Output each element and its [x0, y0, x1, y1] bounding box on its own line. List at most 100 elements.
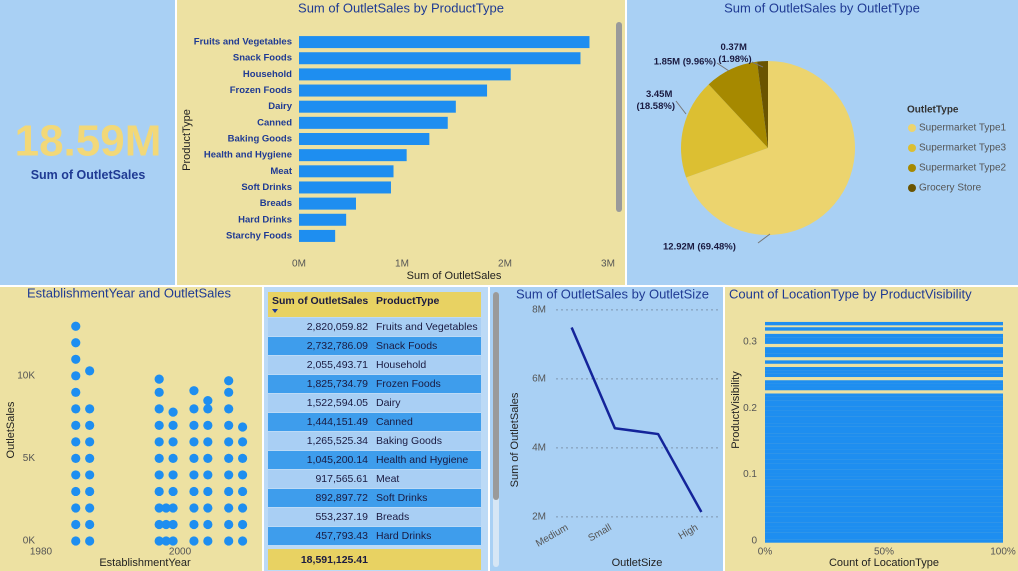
bar[interactable]: [765, 383, 1003, 387]
scatter-point[interactable]: [168, 470, 178, 480]
bar[interactable]: [765, 423, 1003, 427]
scatter-point[interactable]: [85, 404, 95, 414]
bar[interactable]: [765, 512, 1003, 517]
scatter-point[interactable]: [161, 536, 171, 546]
scatter-point[interactable]: [237, 470, 248, 480]
scatter-point[interactable]: [154, 503, 164, 513]
bar[interactable]: [765, 350, 1003, 354]
scatter-point[interactable]: [224, 404, 234, 414]
scatter-point[interactable]: [237, 486, 248, 497]
bar[interactable]: [765, 367, 1003, 371]
bar[interactable]: [765, 327, 1003, 331]
bar[interactable]: [765, 386, 1003, 391]
bar[interactable]: [299, 229, 336, 242]
bar[interactable]: [299, 197, 356, 210]
bar[interactable]: [765, 396, 1003, 401]
legend-label[interactable]: Supermarket Type1: [919, 123, 1007, 134]
table-row[interactable]: [268, 508, 481, 526]
table-row[interactable]: [268, 394, 481, 412]
scatter-point[interactable]: [71, 503, 81, 513]
scatter-point[interactable]: [71, 321, 81, 331]
scatter-point[interactable]: [189, 386, 199, 396]
bar[interactable]: [765, 443, 1003, 447]
scatter-point[interactable]: [154, 453, 164, 464]
bar[interactable]: [765, 466, 1003, 470]
bar[interactable]: [299, 52, 581, 65]
scatter-point[interactable]: [71, 536, 81, 546]
scatter-point[interactable]: [85, 453, 95, 464]
scatter-point[interactable]: [203, 395, 213, 406]
scatter-point[interactable]: [71, 338, 81, 348]
scatter-point[interactable]: [161, 503, 171, 513]
table-row[interactable]: [268, 432, 481, 450]
scatter-point[interactable]: [203, 404, 213, 414]
pie-slice[interactable]: [708, 61, 768, 149]
column-header[interactable]: ProductType: [376, 295, 440, 307]
bar[interactable]: [765, 321, 1003, 326]
bar[interactable]: [765, 333, 1003, 338]
scatter-point[interactable]: [168, 486, 178, 497]
bar[interactable]: [765, 463, 1003, 467]
scatter-point[interactable]: [168, 407, 178, 417]
scatter-point[interactable]: [71, 437, 81, 447]
bar[interactable]: [765, 429, 1003, 434]
bar[interactable]: [299, 213, 347, 226]
scatter-point[interactable]: [71, 420, 81, 430]
bar[interactable]: [765, 499, 1003, 503]
bar[interactable]: [765, 449, 1003, 454]
scatter-point[interactable]: [224, 503, 234, 513]
scatter-point[interactable]: [154, 486, 164, 497]
scatter-point[interactable]: [71, 486, 81, 497]
scatter-point[interactable]: [71, 404, 81, 414]
bar[interactable]: [299, 116, 448, 129]
bar[interactable]: [765, 433, 1003, 437]
bar[interactable]: [765, 522, 1003, 527]
scatter-point[interactable]: [161, 519, 171, 530]
bar[interactable]: [765, 469, 1003, 474]
bar[interactable]: [765, 436, 1003, 440]
bar[interactable]: [299, 149, 407, 162]
sort-arrow[interactable]: [272, 309, 278, 313]
scatter-point[interactable]: [85, 519, 95, 530]
bar[interactable]: [299, 181, 391, 194]
scatter-point[interactable]: [224, 453, 234, 464]
scatter-point[interactable]: [237, 453, 248, 464]
bar[interactable]: [765, 406, 1003, 411]
scatter-point[interactable]: [85, 420, 95, 430]
scatter-point[interactable]: [237, 437, 248, 447]
scatter-point[interactable]: [203, 486, 213, 497]
scatter-point[interactable]: [154, 536, 164, 546]
scatter-point[interactable]: [154, 519, 164, 530]
bar[interactable]: [765, 403, 1003, 407]
scatter-point[interactable]: [237, 422, 248, 432]
scatter-point[interactable]: [85, 437, 95, 447]
table-row[interactable]: [268, 470, 481, 488]
legend-label[interactable]: Supermarket Type3: [919, 143, 1007, 154]
scatter-point[interactable]: [189, 453, 199, 464]
bar[interactable]: [765, 535, 1003, 540]
table-row[interactable]: [268, 489, 481, 507]
scatter-point[interactable]: [203, 470, 213, 480]
scatter-point[interactable]: [154, 404, 164, 414]
scatter-point[interactable]: [224, 470, 234, 480]
scatter-point[interactable]: [203, 519, 213, 530]
bar[interactable]: [765, 456, 1003, 460]
table-row[interactable]: [268, 413, 481, 431]
bar[interactable]: [299, 36, 590, 49]
scatter-point[interactable]: [71, 519, 81, 530]
scatter-point[interactable]: [224, 387, 234, 397]
bar[interactable]: [765, 476, 1003, 480]
scatter-point[interactable]: [154, 470, 164, 480]
scatter-point[interactable]: [71, 453, 81, 464]
scatter-point[interactable]: [168, 420, 178, 430]
bar[interactable]: [299, 165, 394, 178]
scatter-point[interactable]: [224, 486, 234, 497]
scatter-point[interactable]: [85, 503, 95, 513]
bar[interactable]: [765, 340, 1003, 344]
legend-label[interactable]: Grocery Store: [919, 183, 982, 194]
scatter-point[interactable]: [154, 420, 164, 430]
bar[interactable]: [299, 84, 488, 97]
bar[interactable]: [765, 420, 1003, 424]
scatter-point[interactable]: [71, 354, 81, 364]
bar[interactable]: [765, 516, 1003, 520]
